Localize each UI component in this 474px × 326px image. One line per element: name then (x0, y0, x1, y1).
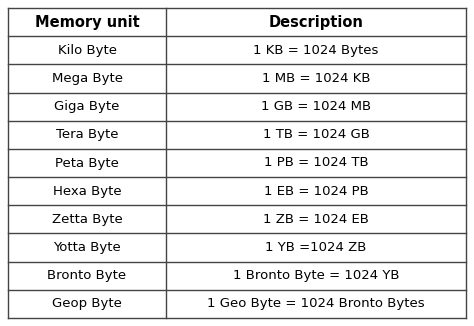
Text: Memory unit: Memory unit (35, 15, 139, 30)
Text: 1 ZB = 1024 EB: 1 ZB = 1024 EB (263, 213, 369, 226)
Text: 1 TB = 1024 GB: 1 TB = 1024 GB (263, 128, 369, 141)
Text: 1 EB = 1024 PB: 1 EB = 1024 PB (264, 185, 368, 198)
Text: 1 YB =1024 ZB: 1 YB =1024 ZB (265, 241, 367, 254)
Text: Geop Byte: Geop Byte (52, 297, 122, 310)
Text: 1 GB = 1024 MB: 1 GB = 1024 MB (261, 100, 371, 113)
Text: Description: Description (269, 15, 364, 30)
Text: Hexa Byte: Hexa Byte (53, 185, 121, 198)
Text: Tera Byte: Tera Byte (56, 128, 118, 141)
Text: Kilo Byte: Kilo Byte (57, 44, 117, 57)
Text: 1 MB = 1024 KB: 1 MB = 1024 KB (262, 72, 370, 85)
Text: Yotta Byte: Yotta Byte (53, 241, 121, 254)
Text: 1 Bronto Byte = 1024 YB: 1 Bronto Byte = 1024 YB (233, 269, 399, 282)
Text: Mega Byte: Mega Byte (52, 72, 122, 85)
Text: Peta Byte: Peta Byte (55, 156, 119, 170)
Text: 1 PB = 1024 TB: 1 PB = 1024 TB (264, 156, 368, 170)
Text: Giga Byte: Giga Byte (55, 100, 120, 113)
Text: 1 KB = 1024 Bytes: 1 KB = 1024 Bytes (253, 44, 379, 57)
Text: Zetta Byte: Zetta Byte (52, 213, 122, 226)
Text: 1 Geo Byte = 1024 Bronto Bytes: 1 Geo Byte = 1024 Bronto Bytes (207, 297, 425, 310)
Text: Bronto Byte: Bronto Byte (47, 269, 127, 282)
